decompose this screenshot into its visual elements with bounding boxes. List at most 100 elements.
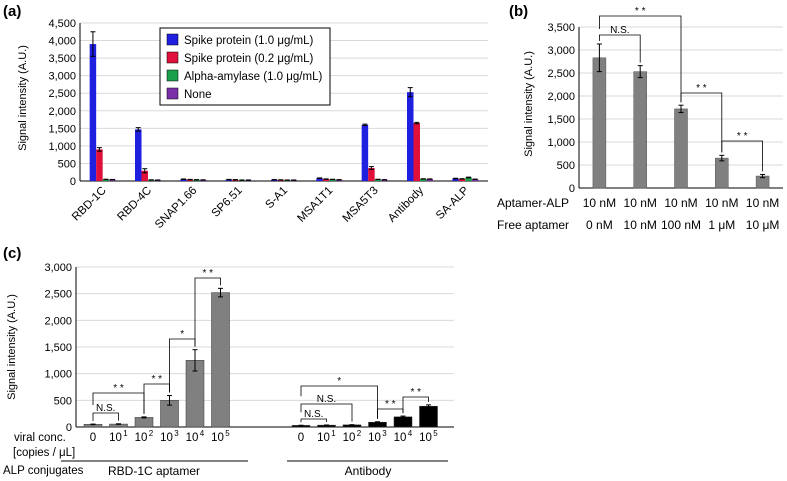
b-bar: [674, 108, 688, 189]
b-row1-cell: 10 nM: [624, 196, 657, 210]
a-xtick-label: RBD-1C: [70, 185, 109, 224]
b-row1-cell: 10 nM: [705, 196, 738, 210]
a-xtick-label: SP6.51: [210, 185, 245, 220]
b-sig-bracket-3: [721, 140, 763, 172]
c-xtick-exponent: 2: [357, 429, 362, 438]
a-ytick-label: 4,500: [48, 18, 76, 30]
a-legend: Spike protein (1.0 μg/mL) Spike protein …: [159, 27, 331, 106]
b-ytick-label: 0: [569, 183, 575, 195]
b-sig-bracket-2: [680, 92, 723, 153]
c-xtick-base: 10: [343, 432, 356, 444]
a-ytick-label: 0: [70, 176, 76, 188]
c-xtick-base: 10: [394, 432, 407, 444]
c-bar-antibody: [419, 405, 438, 428]
b-bar: [592, 57, 607, 189]
a-ytick-label: 3,500: [48, 53, 76, 65]
c-xtick-base: 10: [160, 432, 173, 444]
c-sig-bracket-ab-3-label: * *: [410, 387, 421, 398]
c-xtick-base: 10: [368, 432, 381, 444]
c-ytick-label: 2,500: [44, 289, 72, 301]
a-ytick-label: 2,500: [48, 88, 76, 100]
c-xtick-base: 10: [317, 432, 330, 444]
c-sig-bracket-apt-4: [194, 277, 221, 347]
b-ytick-label: 500: [557, 160, 575, 172]
b-row2-cell: 10 nM: [624, 218, 657, 232]
c-sig-bracket-ab-ns2: [300, 418, 327, 423]
c-xtick-base: 10: [109, 432, 122, 444]
c-group-label-antibody: Antibody: [345, 464, 392, 478]
a-bar-0: [89, 44, 97, 181]
panel-c-label: (c): [3, 245, 21, 262]
b-ytick-label: 3,500: [547, 22, 575, 34]
c-sig-bracket-ab-3: [402, 396, 429, 414]
b-sig-bracket-ns-label: N.S.: [610, 25, 629, 36]
b-sig-bracket-1: [599, 15, 682, 103]
c-bar-aptamer: [211, 292, 230, 428]
b-row-label-free-aptamer: Free aptamer: [497, 218, 569, 232]
b-row1-cell: 10 nM: [664, 196, 697, 210]
a-ytick-label: 500: [58, 158, 76, 170]
b-sig-bracket-ns: [599, 34, 641, 63]
c-xtick-base: 10: [186, 432, 199, 444]
c-sig-bracket-ab-2-label: * *: [385, 399, 396, 410]
c-xtick-exponent: 3: [382, 429, 387, 438]
c-ylabel: Signal intensity (A.U.): [6, 294, 18, 400]
a-bar-1: [322, 179, 330, 181]
c-ytick-label: 1,000: [44, 369, 72, 381]
b-ytick-label: 2,000: [547, 91, 575, 103]
c-xtick-exponent: 5: [433, 429, 438, 438]
c-row-label-alp-conjugates: ALP conjugates: [3, 465, 84, 477]
c-xtick-exponent: 2: [149, 429, 154, 438]
c-xtick-exponent: 1: [331, 429, 336, 438]
a-bar-1: [141, 170, 148, 181]
legend-swatch-spike-02: [166, 51, 179, 64]
b-ytick-label: 1,000: [547, 137, 575, 149]
a-xtick-label: RBD-4C: [115, 185, 154, 224]
c-row-label-viral-conc: viral conc.: [14, 432, 66, 444]
c-sig-bracket-ab-ns2-label: N.S.: [304, 409, 323, 420]
c-row-label-copies: [copies / μL]: [13, 447, 75, 459]
b-row2-cell: 100 nM: [661, 218, 701, 232]
b-ylabel: Signal intensity (A.U.): [523, 51, 535, 157]
c-ytick-label: 1,500: [44, 342, 72, 354]
c-sig-bracket-ab-ns1: [300, 403, 353, 422]
b-bar: [633, 71, 647, 189]
c-sig-bracket-ab-1: [300, 385, 378, 419]
legend-label-none: None: [184, 89, 212, 101]
c-bar-antibody: [393, 416, 413, 428]
c-sig-bracket-apt-ns-label: N.S.: [96, 403, 115, 414]
a-xtick-label: MSA5T3: [341, 185, 381, 225]
b-bar: [715, 157, 729, 189]
c-xtick-exponent: 4: [408, 429, 413, 438]
c-xtick-exponent: 3: [174, 429, 179, 438]
c-ytick-label: 2,000: [44, 315, 72, 327]
b-ytick-label: 1,500: [547, 114, 575, 126]
c-ytick-label: 3,000: [44, 262, 72, 274]
a-xtick-label: MSA1T1: [295, 185, 335, 225]
legend-swatch-amylase: [166, 69, 179, 82]
c-xtick-exponent: 4: [200, 429, 205, 438]
a-xtick-label: Antibody: [386, 184, 426, 224]
b-sig-bracket-1-label: * *: [635, 6, 646, 17]
a-ytick-label: 3,000: [48, 71, 76, 83]
a-bar-2: [329, 179, 336, 181]
b-row2-cell: 0 nM: [586, 218, 613, 232]
c-sig-bracket-ab-1-label: *: [337, 376, 341, 387]
c-xtick-zero: 0: [90, 432, 96, 444]
a-bar-2: [102, 179, 110, 181]
a-ytick-label: 4,000: [48, 36, 76, 48]
b-ytick-label: 3,000: [547, 45, 575, 57]
c-xtick-base: 10: [135, 432, 148, 444]
a-xtick-label: SNAP1.66: [153, 185, 199, 231]
c-group-label-aptamer: RBD-1C aptamer: [108, 464, 200, 478]
b-sig-bracket-3-label: * *: [737, 131, 748, 142]
legend-swatch-spike-1: [166, 33, 179, 46]
a-bar-0: [452, 178, 459, 181]
panel-b-label: (b): [509, 3, 528, 20]
a-bar-3: [109, 179, 116, 181]
b-row2-cell: 10 μM: [746, 218, 780, 232]
c-bar-aptamer: [134, 417, 154, 428]
c-xtick-exponent: 5: [225, 429, 230, 438]
